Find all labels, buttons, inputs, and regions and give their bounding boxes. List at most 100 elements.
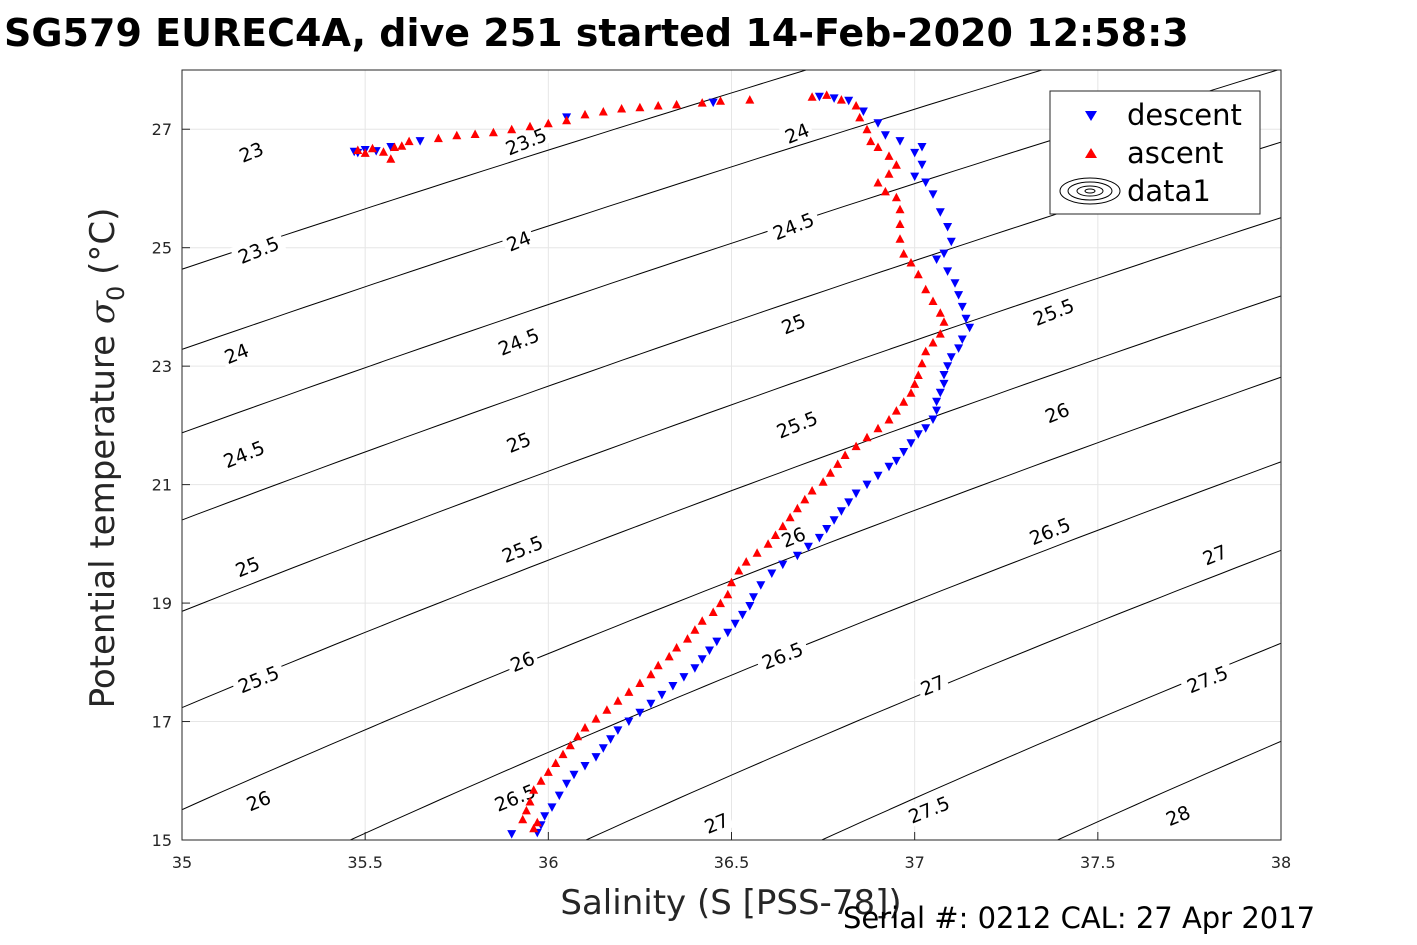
contour-line <box>350 461 1281 840</box>
y-axis-label-sub: 0 <box>102 286 130 301</box>
descent-point <box>928 415 938 424</box>
descent-point <box>697 655 707 664</box>
ascent-point <box>895 234 905 243</box>
ascent-point <box>807 92 817 101</box>
ascent-point <box>617 104 627 113</box>
descent-point <box>921 424 931 433</box>
ascent-point <box>895 219 905 228</box>
ascent-point <box>822 90 832 99</box>
descent-series <box>349 92 975 839</box>
ascent-point <box>543 118 553 128</box>
ascent-point <box>598 107 608 116</box>
descent-point <box>679 673 689 682</box>
legend-descent-label: descent <box>1127 98 1242 132</box>
y-axis-label-unit: (°C) <box>83 208 123 286</box>
legend-box <box>1049 90 1261 215</box>
ascent-point <box>734 566 744 575</box>
contour-label-backing <box>500 224 537 256</box>
descent-point <box>540 812 550 821</box>
x-axis-label: Salinity (S [PSS-78]) <box>560 883 901 923</box>
ascent-point <box>825 468 835 477</box>
descent-point <box>932 255 942 264</box>
descent-point <box>690 664 700 673</box>
legend-contour-icon <box>1059 177 1121 205</box>
x-tick-label: 35.5 <box>347 853 383 872</box>
contour-label-backing <box>914 668 951 700</box>
ascent-point <box>397 141 407 150</box>
y-tick-label: 25 <box>152 239 172 258</box>
ascent-point <box>723 589 733 599</box>
x-tick-label: 38 <box>1271 853 1291 872</box>
ascent-point <box>851 101 861 110</box>
ascent-point <box>807 486 817 495</box>
descent-point <box>884 462 894 472</box>
contour-label: 23 <box>232 135 269 168</box>
contour-label-backing <box>753 634 811 675</box>
ascent-point <box>368 143 377 153</box>
ascent-point <box>741 557 751 566</box>
descent-point <box>910 148 920 158</box>
ascent-point <box>818 477 828 486</box>
descent-point <box>946 353 956 362</box>
descent-point <box>891 456 901 466</box>
descent-point <box>957 302 967 312</box>
ascent-point <box>697 98 707 107</box>
contour-label-backing <box>768 403 825 444</box>
ascent-point <box>935 329 945 338</box>
descent-point <box>745 602 755 611</box>
descent-point <box>829 516 839 525</box>
y-tick-label: 21 <box>152 476 172 495</box>
descent-point <box>844 96 854 106</box>
descent-point <box>749 593 758 602</box>
descent-point <box>598 744 608 753</box>
ascent-point <box>529 785 539 794</box>
ascent-point <box>390 142 399 151</box>
ascent-point <box>785 512 795 522</box>
ascent-point <box>690 625 700 634</box>
y-axis-label-main: Potential temperature <box>83 324 123 708</box>
y-axis-label-sigma: σ <box>83 300 123 324</box>
contour-label-backing <box>1038 395 1075 428</box>
x-tick-label: 35 <box>172 853 192 872</box>
ascent-point <box>353 145 363 154</box>
contour-label-backing <box>698 806 735 838</box>
descent-point <box>939 249 949 259</box>
ascent-point <box>866 136 876 146</box>
descent-point <box>591 753 601 762</box>
ascent-point <box>884 415 894 424</box>
ascent-point <box>899 397 909 406</box>
contour-label-backing <box>229 228 287 269</box>
legend: descent ascent data1 <box>1049 90 1261 215</box>
ascent-point <box>543 767 553 776</box>
descent-point <box>946 237 956 247</box>
contour-label-backing <box>215 433 272 474</box>
contour-label-backing <box>490 320 547 361</box>
contour-label-backing <box>1178 658 1236 699</box>
ascent-point <box>664 651 674 661</box>
contour-label-backing <box>229 549 266 582</box>
contour-label-backing <box>1196 538 1233 570</box>
ascent-point <box>716 598 725 608</box>
ascent-point <box>800 494 810 504</box>
contour-label: 26 <box>503 644 540 677</box>
descent-point <box>961 314 971 324</box>
ascent-point <box>763 539 773 548</box>
descent-point <box>705 646 714 655</box>
ascent-point <box>525 121 535 131</box>
descent-point <box>668 682 678 691</box>
legend-descent-marker <box>1085 111 1097 121</box>
descent-point <box>917 160 927 170</box>
descent-point <box>814 92 824 102</box>
ascent-point <box>580 723 590 732</box>
ascent-point <box>551 758 561 767</box>
ascent-point <box>653 660 663 670</box>
descent-point <box>873 471 883 481</box>
descent-point <box>906 439 916 448</box>
ascent-point <box>573 731 583 741</box>
ascent-point <box>778 521 788 531</box>
y-tick-label: 17 <box>152 713 172 732</box>
descent-point <box>932 406 942 416</box>
ascent-point <box>653 101 663 110</box>
descent-point <box>957 335 967 344</box>
descent-point <box>965 323 975 333</box>
